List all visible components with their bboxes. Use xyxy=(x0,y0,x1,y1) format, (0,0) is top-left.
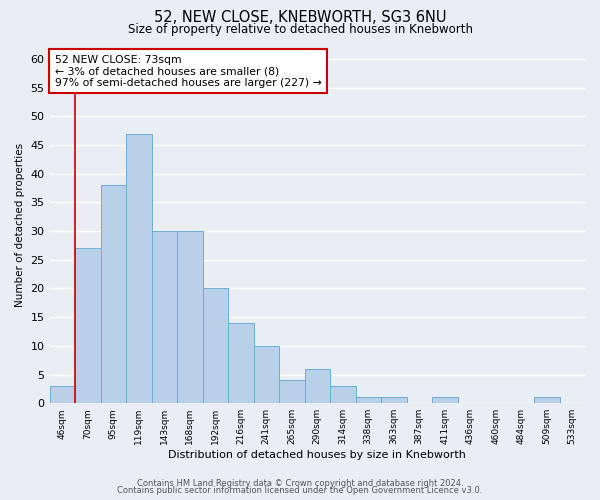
X-axis label: Distribution of detached houses by size in Knebworth: Distribution of detached houses by size … xyxy=(169,450,466,460)
Bar xyxy=(305,369,330,403)
Bar xyxy=(203,288,228,403)
Bar xyxy=(152,231,177,403)
Y-axis label: Number of detached properties: Number of detached properties xyxy=(15,144,25,308)
Text: Contains public sector information licensed under the Open Government Licence v3: Contains public sector information licen… xyxy=(118,486,482,495)
Text: 52, NEW CLOSE, KNEBWORTH, SG3 6NU: 52, NEW CLOSE, KNEBWORTH, SG3 6NU xyxy=(154,10,446,25)
Bar xyxy=(50,386,75,403)
Bar xyxy=(254,346,279,403)
Bar xyxy=(279,380,305,403)
Bar xyxy=(101,185,126,403)
Text: Contains HM Land Registry data © Crown copyright and database right 2024.: Contains HM Land Registry data © Crown c… xyxy=(137,478,463,488)
Bar xyxy=(330,386,356,403)
Text: Size of property relative to detached houses in Knebworth: Size of property relative to detached ho… xyxy=(128,22,473,36)
Bar xyxy=(75,248,101,403)
Bar xyxy=(534,398,560,403)
Bar xyxy=(177,231,203,403)
Bar xyxy=(356,398,381,403)
Bar xyxy=(228,323,254,403)
Bar xyxy=(126,134,152,403)
Bar xyxy=(381,398,407,403)
Text: 52 NEW CLOSE: 73sqm
← 3% of detached houses are smaller (8)
97% of semi-detached: 52 NEW CLOSE: 73sqm ← 3% of detached hou… xyxy=(55,54,322,88)
Bar xyxy=(432,398,458,403)
